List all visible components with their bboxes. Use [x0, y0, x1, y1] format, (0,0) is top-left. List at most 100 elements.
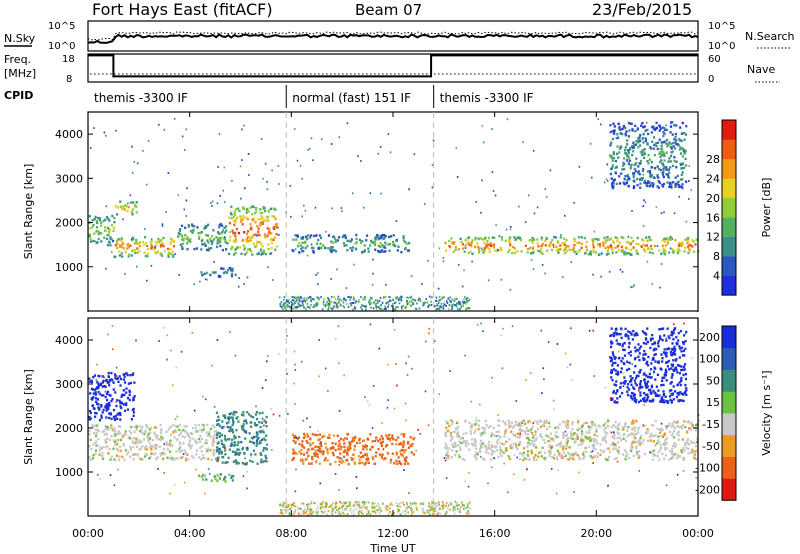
- echo-cell: [188, 436, 191, 439]
- echo-cell: [627, 330, 630, 333]
- echo-cell: [124, 433, 127, 436]
- echo-cell: [249, 459, 252, 462]
- echo-cell: [433, 506, 435, 509]
- echo-cell: [253, 212, 257, 215]
- echo-cell: [205, 438, 208, 442]
- echo-cell: [484, 236, 487, 239]
- echo-cell: [307, 513, 309, 516]
- echo-cell: [212, 439, 215, 442]
- echo-cell: [109, 237, 112, 240]
- echo-cell: [138, 439, 141, 442]
- echo-cell: [323, 298, 325, 301]
- echo-cell: [669, 247, 672, 250]
- echo-cell: [201, 437, 204, 441]
- echo-cell: [146, 245, 148, 247]
- echo-cell: [536, 238, 539, 241]
- echo-cell: [665, 337, 668, 340]
- echo-cell: [539, 420, 543, 423]
- echo-cell: [374, 511, 377, 514]
- echo-cell: [230, 416, 233, 419]
- echo-cell: [145, 183, 148, 186]
- echo-cell: [608, 238, 611, 241]
- echo-cell: [336, 304, 338, 307]
- echo-cell: [315, 303, 317, 306]
- echo-cell: [191, 455, 194, 458]
- echo-cell: [571, 453, 574, 456]
- frequency-series: [88, 54, 698, 78]
- echo-cell: [614, 236, 617, 239]
- echo-cell: [541, 242, 545, 246]
- echo-cell: [632, 285, 634, 288]
- echo-cell: [110, 424, 113, 427]
- echo-cell: [655, 393, 658, 397]
- echo-cell: [410, 451, 413, 454]
- echo-cell: [135, 441, 138, 444]
- echo-cell: [326, 459, 329, 462]
- echo-cell: [362, 206, 365, 209]
- echo-cell: [655, 142, 658, 145]
- echo-cell: [581, 424, 584, 427]
- echo-cell: [644, 201, 647, 204]
- echo-cell: [144, 254, 147, 258]
- echo-cell: [514, 238, 517, 242]
- echo-cell: [613, 178, 616, 181]
- echo-cell: [474, 444, 477, 447]
- echo-cell: [143, 433, 146, 436]
- echo-cell: [549, 243, 552, 246]
- echo-cell: [353, 513, 355, 516]
- echo-cell: [397, 245, 400, 248]
- echo-cell: [201, 454, 204, 457]
- echo-cell: [632, 419, 635, 422]
- echo-cell: [633, 334, 636, 337]
- echo-cell: [438, 247, 441, 250]
- nave-right-tick-bottom: 0: [708, 74, 714, 85]
- echo-cell: [410, 513, 413, 516]
- echo-cell: [657, 389, 660, 392]
- echo-cell: [291, 302, 293, 304]
- echo-cell: [173, 436, 176, 439]
- echo-cell: [386, 451, 389, 455]
- echo-cell: [114, 374, 117, 378]
- echo-cell: [246, 240, 249, 244]
- echo-cell: [117, 380, 120, 383]
- echo-cell: [369, 303, 372, 306]
- echo-cell: [522, 454, 525, 457]
- echo-cell: [646, 380, 649, 383]
- echo-cell: [500, 248, 503, 252]
- colorbar-swatch: [722, 120, 736, 140]
- echo-cell: [646, 128, 649, 132]
- echo-cell: [92, 224, 95, 227]
- echo-cell: [378, 453, 381, 456]
- echo-cell: [612, 442, 615, 445]
- echo-cell: [414, 307, 417, 310]
- echo-cell: [674, 390, 677, 393]
- echo-cell: [466, 300, 468, 303]
- echo-cell: [410, 444, 413, 448]
- echo-cell: [672, 398, 675, 401]
- echo-cell: [553, 453, 556, 457]
- echo-cell: [201, 423, 204, 427]
- echo-cell: [502, 443, 505, 446]
- echo-cell: [634, 364, 637, 368]
- echo-cell: [686, 239, 689, 243]
- cpid-segment-label: normal (fast) 151 IF: [292, 91, 411, 105]
- echo-cell: [218, 133, 221, 135]
- echo-cell: [157, 438, 160, 441]
- echo-cell: [349, 246, 352, 250]
- echo-cell: [98, 419, 102, 422]
- echo-cell: [510, 251, 514, 255]
- echo-cell: [630, 447, 633, 450]
- echo-cell: [89, 392, 92, 395]
- echo-cell: [418, 307, 421, 310]
- echo-cell: [97, 237, 100, 241]
- echo-cell: [92, 396, 95, 399]
- colorbar-swatch: [722, 178, 736, 199]
- echo-cell: [116, 449, 119, 452]
- echo-cell: [500, 278, 503, 281]
- echo-cell: [504, 421, 507, 424]
- echo-cell: [662, 393, 665, 397]
- echo-cell: [409, 436, 412, 439]
- echo-cell: [624, 250, 626, 253]
- echo-cell: [105, 409, 108, 412]
- echo-cell: [105, 134, 107, 137]
